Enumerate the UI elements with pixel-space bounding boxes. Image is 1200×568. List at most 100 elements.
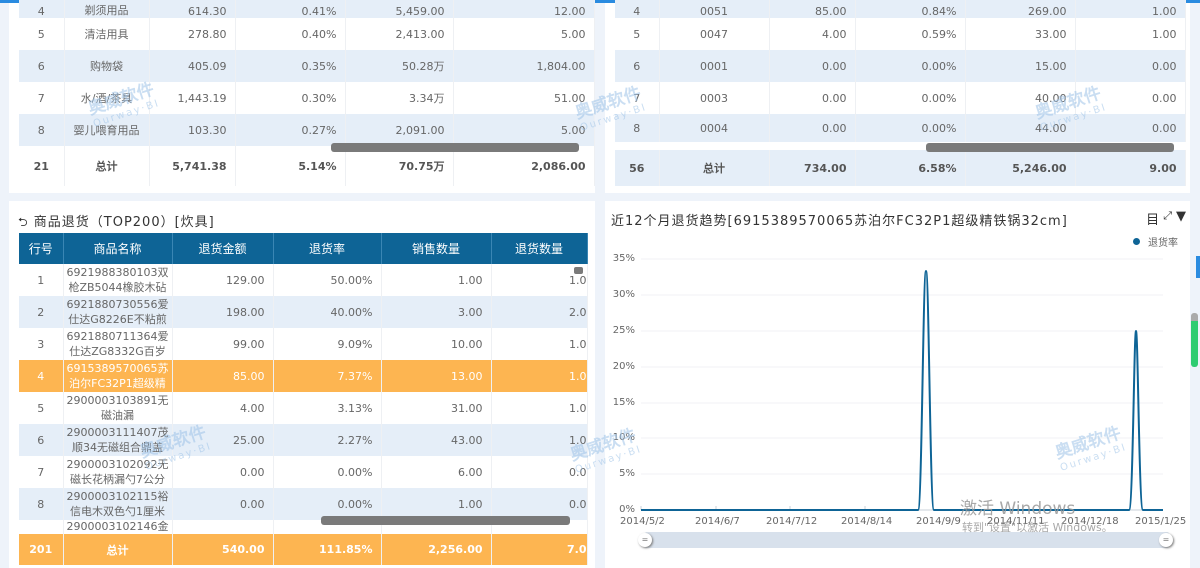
x-tick: 2014/5/2 <box>620 516 665 527</box>
return-arrow-icon[interactable]: ⮌ <box>18 215 29 229</box>
item-code: 0051 <box>659 0 770 18</box>
total-label: 总计 <box>63 534 173 565</box>
table-row[interactable]: 3 6921880711364爱仕达ZG8332G百岁 99.00 9.09% … <box>19 328 588 360</box>
horizontal-scrollbar[interactable] <box>321 516 570 525</box>
horizontal-scrollbar[interactable] <box>926 143 1174 152</box>
row-number: 8 <box>615 114 660 146</box>
sales-qty: 33.00 <box>965 18 1076 50</box>
category-name: 婴儿喂育用品 <box>64 114 150 146</box>
total-count: 21 <box>19 146 65 186</box>
row-number: 1 <box>19 264 64 296</box>
row-number: 6 <box>19 424 64 456</box>
horizontal-scrollbar[interactable] <box>331 143 579 152</box>
total-sales: 2,256.00 <box>381 534 492 565</box>
sales-qty: 44.00 <box>965 114 1076 146</box>
product-name: 6921988380103双枪ZB5044橡胶木砧 <box>63 264 173 296</box>
windows-activation-overlay: 激活 Windows 转到"设置"以激活 Windows。 <box>960 499 1113 534</box>
return-rate: 9.09% <box>273 328 382 360</box>
return-qty: 12.00 <box>453 0 595 18</box>
table-row[interactable]: 5 清洁用具 278.80 0.40% 2,413.00 5.00 <box>19 18 595 50</box>
total-amount: 734.00 <box>769 142 856 186</box>
return-qty: 1.00 <box>1075 0 1186 18</box>
row-number: 2 <box>19 296 64 328</box>
table-row[interactable]: 8 2900003102115裕信电木双色勺1厘米 0.00 0.00% 1.0… <box>19 488 588 520</box>
return-rate: 0.35% <box>235 50 346 82</box>
item-code: 0004 <box>659 114 770 146</box>
slider-handle-left[interactable]: = <box>638 533 652 547</box>
return-rate: 0.27% <box>235 114 346 146</box>
col-header-return-rate[interactable]: 退货率 <box>273 233 382 264</box>
table-row[interactable]: 7 0003 0.00 0.00% 40.00 0.00 <box>615 82 1186 114</box>
total-count: 56 <box>615 142 660 186</box>
product-name: 2900003111407茂顺34无磁组合鼎盖 <box>63 424 173 456</box>
sales-qty: 1.00 <box>381 488 492 520</box>
item-code: 0001 <box>659 50 770 82</box>
trend-chart-panel: 近12个月退货趋势[6915389570065苏泊尔FC32P1超级精铁锅32c… <box>605 201 1190 568</box>
table-view-icon[interactable]: 目 <box>1146 213 1160 228</box>
table-row[interactable]: 5 2900003103891无磁油漏 4.00 3.13% 31.00 1.0 <box>19 392 588 424</box>
panel-accent <box>595 0 615 3</box>
table-row[interactable]: 1 6921988380103双枪ZB5044橡胶木砧 129.00 50.00… <box>19 264 588 296</box>
product-name: 2900003102092无磁长花柄漏勺7公分 <box>63 456 173 488</box>
expand-icon[interactable]: ⤢ <box>1163 209 1172 222</box>
vertical-scrollbar-thumb[interactable] <box>574 267 583 274</box>
return-amount: 4.00 <box>769 18 856 50</box>
table-row[interactable]: 4 剃须用品 614.30 0.41% 5,459.00 12.00 <box>19 0 595 18</box>
table-row-selected[interactable]: 4 6915389570065苏泊尔FC32P1超级精 85.00 7.37% … <box>19 360 588 392</box>
col-header-sales-qty[interactable]: 销售数量 <box>381 233 492 264</box>
returns-table-panel: ⮌ 商品退货（TOP200）[炊具] 行号 商品名称 退货金额 退货率 销售数量… <box>9 201 595 568</box>
sales-qty: 1.00 <box>381 264 492 296</box>
return-rate: 0.30% <box>235 82 346 114</box>
filter-icon[interactable]: ▼ <box>1176 209 1186 224</box>
panel-accent <box>1183 0 1200 3</box>
slider-handle-right[interactable]: = <box>1159 533 1173 547</box>
line-chart-plot[interactable] <box>605 201 1190 568</box>
return-amount: 99.00 <box>172 328 274 360</box>
col-header-row-number[interactable]: 行号 <box>19 233 64 264</box>
x-tick: 2014/7/12 <box>766 516 818 527</box>
category-name: 购物袋 <box>64 50 150 82</box>
row-number: 7 <box>19 82 65 114</box>
return-rate: 7.37% <box>273 360 382 392</box>
page-scroll-indicator[interactable] <box>1196 256 1200 278</box>
total-qty: 7.0 <box>491 534 588 565</box>
row-number: 8 <box>19 114 65 146</box>
col-header-return-qty[interactable]: 退货数量 <box>491 233 588 264</box>
return-rate: 0.00% <box>855 50 966 82</box>
row-number: 4 <box>19 360 64 392</box>
col-header-product-name[interactable]: 商品名称 <box>63 233 173 264</box>
chart-legend[interactable]: 退货率 <box>1133 234 1178 249</box>
sales-qty: 10.00 <box>381 328 492 360</box>
return-qty: 51.00 <box>453 82 595 114</box>
page-scrollbar[interactable] <box>1191 313 1198 367</box>
y-tick: 30% <box>612 289 635 300</box>
row-number: 6 <box>19 50 65 82</box>
table-row[interactable]: 7 2900003102092无磁长花柄漏勺7公分 0.00 0.00% 6.0… <box>19 456 588 488</box>
legend-label: 退货率 <box>1148 238 1178 249</box>
return-amount: 129.00 <box>172 264 274 296</box>
y-tick: 5% <box>619 468 635 479</box>
return-qty: 0.00 <box>1075 114 1186 146</box>
product-name: 2900003102115裕信电木双色勺1厘米 <box>63 488 173 520</box>
sales-qty: 13.00 <box>381 360 492 392</box>
table-row[interactable]: 4 0051 85.00 0.84% 269.00 1.00 <box>615 0 1186 18</box>
return-amount: 0.00 <box>769 82 856 114</box>
table-row[interactable]: 6 0001 0.00 0.00% 15.00 0.00 <box>615 50 1186 82</box>
category-name: 清洁用具 <box>64 18 150 50</box>
table-row[interactable]: 8 0004 0.00 0.00% 44.00 0.00 <box>615 114 1186 146</box>
return-qty: 1.0 <box>491 328 588 360</box>
table-row[interactable]: 2 6921880730556爱仕达G8226E不粘煎 198.00 40.00… <box>19 296 588 328</box>
chart-zoom-slider[interactable] <box>645 532 1169 548</box>
return-rate: 0.00% <box>273 488 382 520</box>
col-header-return-amount[interactable]: 退货金额 <box>172 233 274 264</box>
table-row[interactable]: 5 0047 4.00 0.59% 33.00 1.00 <box>615 18 1186 50</box>
chart-toolbar: 目 ⤢ ▼ <box>1146 209 1186 228</box>
table-row[interactable]: 6 购物袋 405.09 0.35% 50.28万 1,804.00 <box>19 50 595 82</box>
row-number: 5 <box>19 392 64 424</box>
top-left-table-panel: 4 剃须用品 614.30 0.41% 5,459.00 12.00 5 清洁用… <box>0 0 595 193</box>
return-rate: 40.00% <box>273 296 382 328</box>
table-row[interactable]: 7 水/酒/茶具 1,443.19 0.30% 3.34万 51.00 <box>19 82 595 114</box>
table-row[interactable]: 6 2900003111407茂顺34无磁组合鼎盖 25.00 2.27% 43… <box>19 424 588 456</box>
total-sales: 70.75万 <box>345 146 454 186</box>
table-row[interactable]: 8 婴儿喂育用品 103.30 0.27% 2,091.00 5.00 <box>19 114 595 146</box>
